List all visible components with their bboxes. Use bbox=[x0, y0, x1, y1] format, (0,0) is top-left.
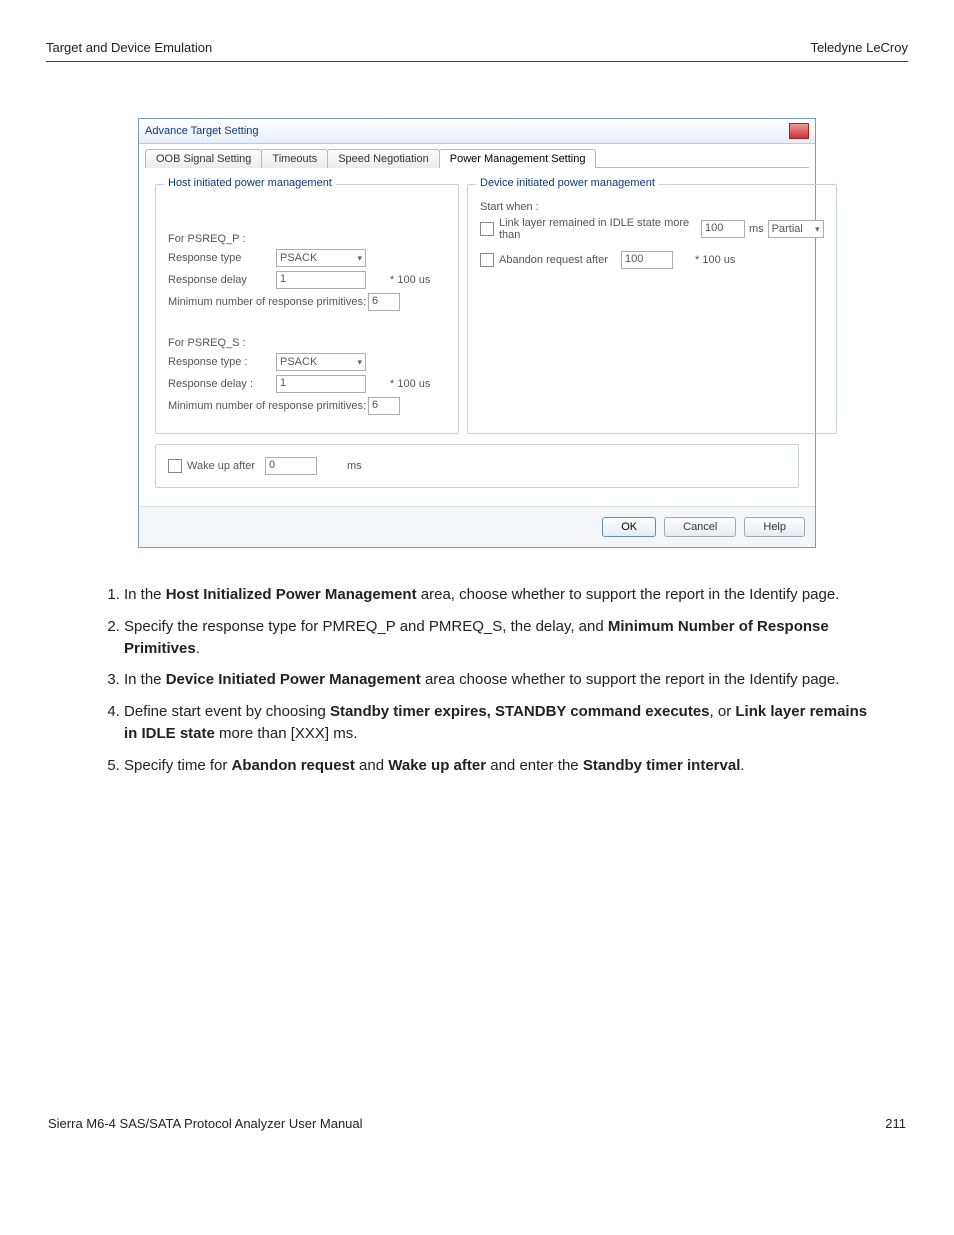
idle-mode-select[interactable]: Partial bbox=[768, 220, 824, 238]
min-prim-label-p: Minimum number of response primitives: bbox=[168, 296, 368, 308]
tab-speed[interactable]: Speed Negotiation bbox=[327, 149, 440, 168]
resp-delay-label-s: Response delay : bbox=[168, 378, 276, 390]
list-item: In the Host Initialized Power Management… bbox=[124, 584, 872, 606]
tab-strip: OOB Signal Setting Timeouts Speed Negoti… bbox=[139, 144, 815, 167]
host-legend: Host initiated power management bbox=[164, 177, 336, 189]
resp-delay-unit-s: * 100 us bbox=[390, 378, 430, 390]
resp-type-label-s: Response type : bbox=[168, 356, 276, 368]
dialog-window: Advance Target Setting OOB Signal Settin… bbox=[138, 118, 816, 548]
resp-delay-input-p[interactable]: 1 bbox=[276, 271, 366, 289]
min-prim-label-s: Minimum number of response primitives: bbox=[168, 400, 368, 412]
dialog-title: Advance Target Setting bbox=[145, 125, 259, 137]
abandon-unit: * 100 us bbox=[695, 254, 735, 266]
device-legend: Device initiated power management bbox=[476, 177, 659, 189]
steps-list: In the Host Initialized Power Management… bbox=[106, 584, 872, 776]
resp-type-label-p: Response type bbox=[168, 252, 276, 264]
footer-left: Sierra M6-4 SAS/SATA Protocol Analyzer U… bbox=[48, 1116, 363, 1131]
ok-button[interactable]: OK bbox=[602, 517, 656, 537]
min-prim-input-p[interactable]: 6 bbox=[368, 293, 400, 311]
resp-type-select-s[interactable]: PSACK bbox=[276, 353, 366, 371]
idle-checkbox[interactable] bbox=[480, 222, 494, 236]
start-when-label: Start when : bbox=[480, 201, 824, 213]
min-prim-input-s[interactable]: 6 bbox=[368, 397, 400, 415]
wakeup-label: Wake up after bbox=[187, 460, 265, 472]
tab-timeouts[interactable]: Timeouts bbox=[261, 149, 328, 168]
psreq-p-label: For PSREQ_P : bbox=[168, 233, 446, 245]
close-icon[interactable] bbox=[789, 123, 809, 139]
idle-unit: ms bbox=[749, 223, 764, 235]
abandon-checkbox[interactable] bbox=[480, 253, 494, 267]
list-item: Specify the response type for PMREQ_P an… bbox=[124, 616, 872, 660]
device-group: Device initiated power management Start … bbox=[467, 184, 837, 434]
abandon-value[interactable]: 100 bbox=[621, 251, 673, 269]
idle-value[interactable]: 100 bbox=[701, 220, 745, 238]
list-item: In the Device Initiated Power Management… bbox=[124, 669, 872, 691]
psreq-s-label: For PSREQ_S : bbox=[168, 337, 446, 349]
header-left: Target and Device Emulation bbox=[46, 40, 212, 55]
list-item: Specify time for Abandon request and Wak… bbox=[124, 755, 872, 777]
wakeup-checkbox[interactable] bbox=[168, 459, 182, 473]
wakeup-value[interactable]: 0 bbox=[265, 457, 317, 475]
resp-type-select-p[interactable]: PSACK bbox=[276, 249, 366, 267]
help-button[interactable]: Help bbox=[744, 517, 805, 537]
list-item: Define start event by choosing Standby t… bbox=[124, 701, 872, 745]
cancel-button[interactable]: Cancel bbox=[664, 517, 736, 537]
tab-power-mgmt[interactable]: Power Management Setting bbox=[439, 149, 597, 168]
wakeup-group: Wake up after 0 ms bbox=[155, 444, 799, 488]
idle-label: Link layer remained in IDLE state more t… bbox=[499, 217, 701, 241]
host-group: Host initiated power management For PSRE… bbox=[155, 184, 459, 434]
header-right: Teledyne LeCroy bbox=[810, 40, 908, 55]
footer-page: 211 bbox=[885, 1116, 906, 1131]
wakeup-unit: ms bbox=[347, 460, 362, 472]
tab-oob[interactable]: OOB Signal Setting bbox=[145, 149, 262, 168]
abandon-label: Abandon request after bbox=[499, 254, 621, 266]
resp-delay-unit-p: * 100 us bbox=[390, 274, 430, 286]
resp-delay-label-p: Response delay bbox=[168, 274, 276, 286]
resp-delay-input-s[interactable]: 1 bbox=[276, 375, 366, 393]
